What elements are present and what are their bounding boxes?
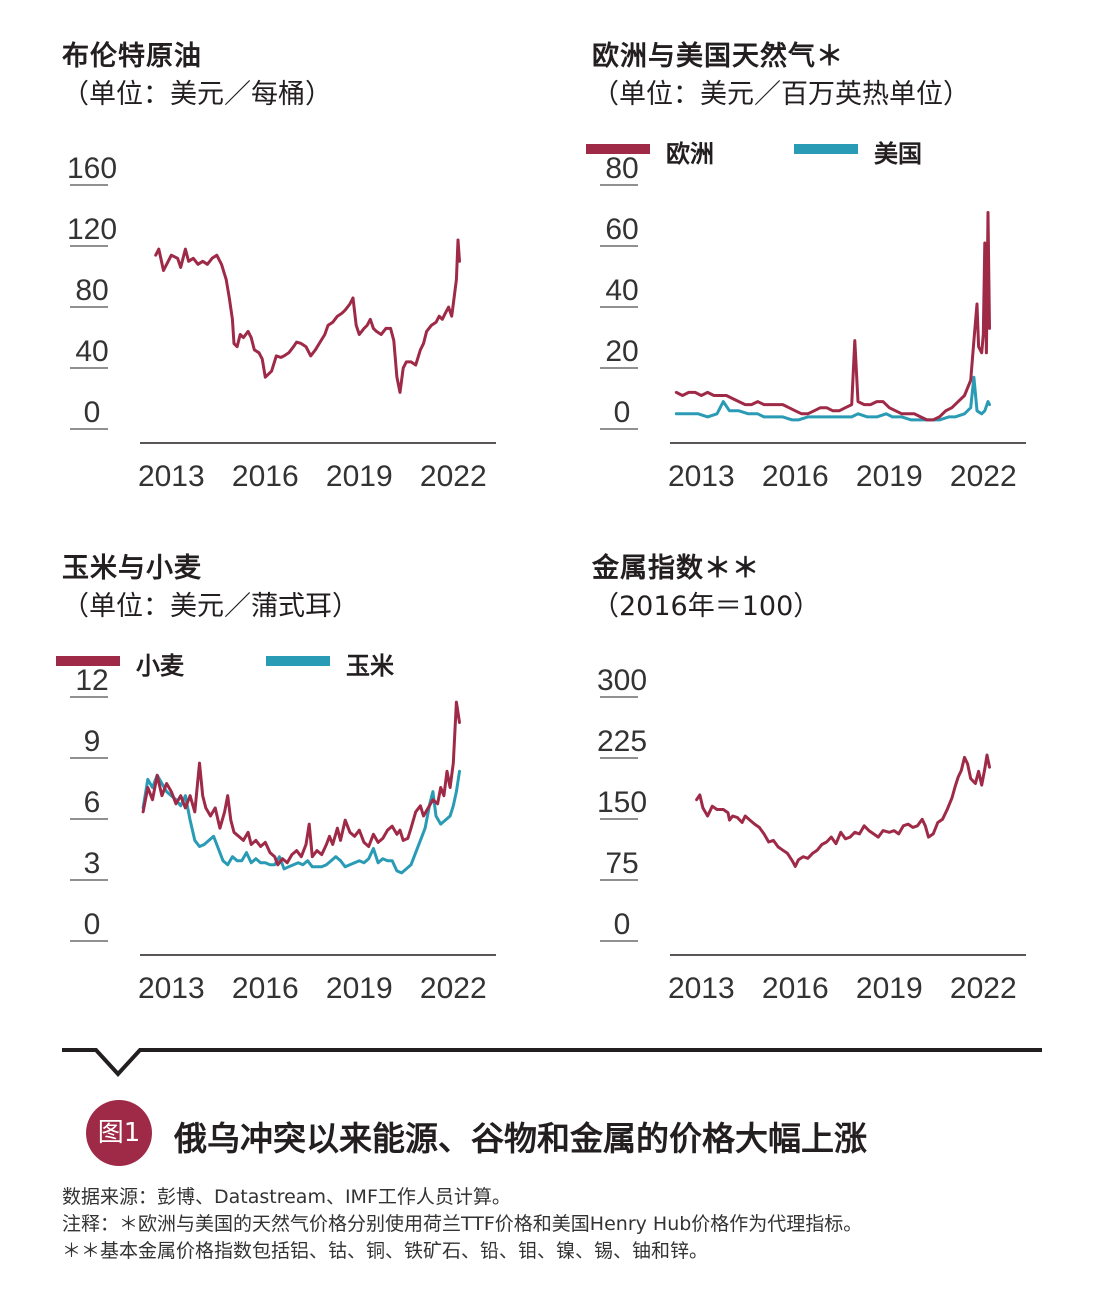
chart-unit: （2016年＝100） (592, 591, 821, 622)
series-line (695, 753, 991, 868)
brent-oil-panel: 布伦特原油 （单位：美元／每桶） 160 120 80 40 0 2013 2016 2019… (62, 34, 582, 534)
footnote-2: ＊＊基本金属价格指数包括铝、钴、铜、铁矿石、铅、钼、镍、锡、铀和锌。 (62, 1240, 709, 1262)
y-tick-label: 12 (75, 664, 108, 697)
series-line (141, 769, 461, 875)
y-tick-label: 9 (84, 725, 101, 758)
y-tick-label: 40 (75, 335, 108, 368)
metal-index-chart: 300 225 150 75 0 2013 2016 2019 2022 (597, 664, 1026, 1005)
x-tick-label: 2016 (232, 972, 299, 1005)
y-tick-label: 20 (605, 335, 638, 368)
series-line (154, 238, 461, 394)
corn-wheat-panel: 玉米与小麦 （单位：美元／蒲式耳） 小麦 玉米 12 9 6 3 0 2013 2016 20… (56, 546, 582, 1046)
y-tick-label: 60 (605, 213, 638, 246)
y-tick-label: 80 (605, 152, 638, 185)
legend-label: 欧洲 (666, 140, 714, 168)
x-tick-label: 2022 (420, 972, 487, 1005)
y-tick-label: 6 (84, 786, 101, 819)
divider-line (62, 1048, 1042, 1077)
x-tick-label: 2013 (668, 460, 735, 493)
metal-index-panel: 金属指数＊＊ （2016年＝100） 300 225 150 75 0 2013 2016 2… (592, 546, 1112, 1046)
chart-title: 布伦特原油 (62, 41, 202, 72)
x-tick-label: 2019 (326, 972, 393, 1005)
chart-title: 玉米与小麦 (62, 553, 202, 584)
chart-title: 金属指数＊＊ (592, 553, 760, 584)
y-tick-label: 75 (605, 847, 638, 880)
x-tick-label: 2019 (856, 460, 923, 493)
divider-with-pointer (62, 1048, 1042, 1077)
x-tick-label: 2019 (856, 972, 923, 1005)
x-tick-label: 2013 (138, 972, 205, 1005)
y-tick-label: 160 (67, 152, 117, 185)
y-tick-label: 0 (84, 908, 101, 941)
legend-swatch (794, 144, 858, 154)
chart-title: 欧洲与美国天然气＊ (592, 41, 844, 72)
chart-unit: （单位：美元／每桶） (62, 79, 332, 110)
x-tick-label: 2022 (950, 460, 1017, 493)
legend-swatch (586, 144, 650, 154)
x-tick-label: 2022 (950, 972, 1017, 1005)
y-tick-label: 40 (605, 274, 638, 307)
chart-unit: （单位：美元／百万英热单位） (592, 79, 970, 110)
y-tick-label: 0 (614, 908, 631, 941)
x-tick-label: 2013 (668, 972, 735, 1005)
y-tick-label: 0 (614, 396, 631, 429)
figure-badge: 图1 (86, 1100, 152, 1166)
x-tick-label: 2016 (762, 460, 829, 493)
legend-swatch (56, 656, 120, 666)
series-line (674, 211, 991, 422)
natural-gas-chart: 80 60 40 20 0 2013 2016 2019 2022 (600, 152, 1026, 493)
natural-gas-panel: 欧洲与美国天然气＊ （单位：美元／百万英热单位） 欧洲 美国 80 60 40 20 0… (586, 34, 1112, 534)
y-tick-label: 150 (597, 786, 647, 819)
x-tick-label: 2013 (138, 460, 205, 493)
legend-label: 玉米 (346, 652, 394, 680)
y-tick-label: 300 (597, 664, 647, 697)
legend-label: 美国 (874, 140, 922, 168)
figure-title: 俄乌冲突以来能源、谷物和金属的价格大幅上涨 (174, 1119, 867, 1158)
y-tick-label: 80 (75, 274, 108, 307)
x-tick-label: 2016 (232, 460, 299, 493)
series-line (141, 700, 461, 867)
legend-swatch (266, 656, 330, 666)
x-tick-label: 2019 (326, 460, 393, 493)
chart-unit: （单位：美元／蒲式耳） (62, 591, 359, 622)
footnote-1: 注释：＊欧洲与美国的天然气价格分别使用荷兰TTF价格和美国Henry Hub价格… (62, 1213, 863, 1235)
series-line (674, 375, 991, 422)
source-note: 数据来源：彭博、Datastream、IMF工作人员计算。 (62, 1186, 511, 1208)
y-tick-label: 120 (67, 213, 117, 246)
y-tick-label: 0 (84, 396, 101, 429)
legend-label: 小麦 (136, 652, 184, 680)
x-tick-label: 2022 (420, 460, 487, 493)
y-tick-label: 225 (597, 725, 647, 758)
x-tick-label: 2016 (762, 972, 829, 1005)
corn-wheat-chart: 12 9 6 3 0 2013 2016 2019 2022 (70, 664, 496, 1005)
brent-oil-chart: 160 120 80 40 0 2013 2016 2019 2022 (67, 152, 496, 493)
y-tick-label: 3 (84, 847, 101, 880)
